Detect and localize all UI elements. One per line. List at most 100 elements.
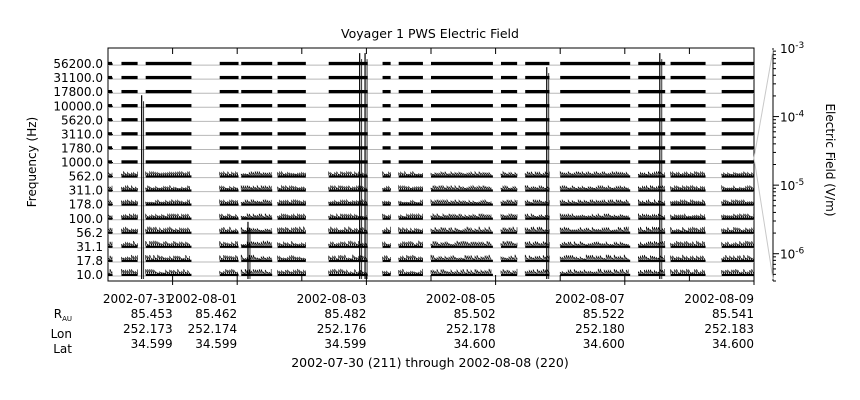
channel-trace (398, 259, 423, 262)
noise-trace (145, 212, 190, 219)
noise-trace (145, 254, 190, 261)
noise-trace (107, 227, 113, 233)
channel-trace (219, 189, 239, 192)
channel-trace (241, 259, 273, 262)
channel-trace (277, 61, 306, 66)
channel-trace (277, 132, 306, 136)
channel-trace (382, 231, 391, 234)
channel-trace (670, 132, 706, 136)
channel-trace (382, 217, 391, 220)
noise-trace (559, 226, 629, 233)
noise-trace (219, 254, 238, 261)
channel-trace (328, 175, 368, 178)
channel-trace (382, 118, 391, 122)
noise-trace (328, 170, 368, 177)
channel-trace (638, 273, 666, 276)
noise-trace (219, 240, 238, 247)
colorbar-label: Electric Field (V/m) (823, 103, 837, 216)
channel-trace (721, 160, 754, 164)
channel-trace (500, 217, 518, 220)
channel-trace (121, 203, 138, 206)
channel-trace (121, 61, 138, 66)
channel-trace (525, 160, 550, 164)
channel-trace (121, 217, 138, 220)
channel-trace (500, 118, 518, 122)
channel-trace (277, 203, 306, 206)
channel-trace (328, 75, 368, 80)
y-axis-label: Frequency (Hz) (25, 117, 39, 208)
channel-trace (398, 245, 423, 248)
x-tick-label: 2002-08-03 (296, 292, 367, 306)
channel-trace (525, 245, 550, 248)
noise-trace (670, 240, 705, 247)
noise-trace (500, 199, 518, 205)
noise-trace (277, 255, 306, 261)
noise-trace (524, 268, 550, 275)
channel-trace (219, 259, 239, 262)
lon-value: 252.180 (575, 322, 625, 336)
channel-trace (121, 175, 138, 178)
noise-trace (559, 170, 629, 177)
y-tick-label: 5620.0 (61, 113, 103, 127)
noise-trace (107, 170, 113, 177)
noise-trace (382, 255, 391, 261)
noise-trace (121, 268, 138, 275)
channel-trace (638, 61, 666, 66)
channel-trace (721, 231, 754, 234)
channel-trace (721, 245, 754, 248)
channel-trace (121, 245, 138, 248)
noise-trace (721, 171, 755, 177)
channel-trace (560, 61, 631, 66)
x-tick-label: 2002-08-05 (425, 292, 496, 306)
y-tick-label: 1780.0 (61, 141, 103, 155)
channel-trace (638, 175, 666, 178)
channel-trace (277, 160, 306, 164)
channel-trace (121, 118, 138, 122)
noise-trace (500, 170, 518, 177)
channel-trace (121, 231, 138, 234)
noise-trace (524, 241, 550, 247)
channel-trace (525, 217, 550, 220)
channel-trace (108, 104, 113, 108)
date-range-caption: 2002-07-30 (211) through 2002-08-08 (220… (291, 355, 569, 370)
noise-trace (670, 254, 705, 261)
noise-trace (430, 184, 492, 191)
channel-trace (500, 104, 518, 108)
channel-trace (525, 175, 550, 178)
channel-trace (241, 118, 273, 122)
noise-trace (398, 199, 424, 205)
channel-trace (431, 160, 493, 164)
rau-value: 85.462 (195, 307, 238, 321)
noise-trace (500, 240, 518, 247)
channel-trace (145, 89, 192, 94)
channel-trace (721, 61, 754, 66)
noise-trace (500, 254, 518, 261)
noise-trace (240, 254, 272, 261)
channel-trace (277, 189, 306, 192)
channel-trace (121, 160, 138, 164)
noise-trace (398, 184, 424, 191)
noise-trace (670, 198, 705, 205)
noise-trace (145, 198, 190, 205)
channel-trace (219, 231, 239, 234)
channel-trace (525, 118, 550, 122)
channel-trace (431, 231, 493, 234)
channel-trace (277, 217, 306, 220)
noise-trace (240, 184, 272, 191)
channel-trace (670, 146, 706, 150)
noise-trace (398, 212, 424, 219)
colorbar-tick-label: 10-5 (780, 178, 804, 193)
channel-trace (241, 132, 273, 136)
channel-trace (121, 75, 138, 80)
channel-trace (145, 175, 192, 178)
channel-trace (145, 203, 192, 206)
channel-trace (398, 203, 423, 206)
channel-trace (560, 189, 631, 192)
y-tick-label: 1000.0 (61, 156, 103, 170)
channel-trace (638, 203, 666, 206)
channel-trace (145, 259, 192, 262)
channel-trace (398, 160, 423, 164)
channel-trace (500, 89, 518, 94)
channel-trace (398, 189, 423, 192)
ephemeris-labels: RAU Lon Lat (20, 307, 72, 357)
